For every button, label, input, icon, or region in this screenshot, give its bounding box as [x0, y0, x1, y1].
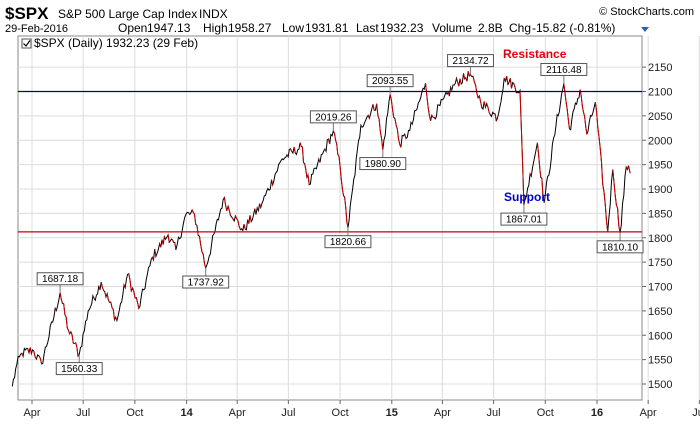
support-label: Support — [504, 190, 550, 204]
y-tick-label: 1650 — [648, 306, 672, 318]
x-tick-label: Jul — [487, 407, 501, 419]
quote-date: 29-Feb-2016 — [5, 23, 68, 35]
legend-label: $SPX (Daily) 1932.23 (29 Feb) — [34, 36, 198, 50]
exchange: INDX — [199, 7, 228, 21]
x-axis: AprJulOct14AprJulOct15AprJulOct16AprJulO… — [23, 400, 700, 419]
volume-label: Volume — [432, 21, 472, 35]
price-annotation: 2116.48 — [540, 62, 588, 84]
price-annotation: 1980.90 — [359, 149, 407, 171]
price-annotation: 1737.92 — [182, 268, 230, 289]
volume-value: 2.8B — [478, 21, 503, 35]
high-label: High — [203, 21, 228, 35]
x-tick-label: Oct — [332, 407, 349, 419]
watermark: © StockCharts.com — [599, 6, 694, 18]
price-annotations: 1687.18 1560.33 1737.92 2019.26 1820.66 1980.… — [36, 54, 644, 376]
high-value: 1958.27 — [228, 21, 272, 35]
x-tick-label: Jul — [692, 407, 700, 419]
x-tick-label: Oct — [537, 407, 554, 419]
y-axis: 1500 1550 1600 1650 1700 1750 1800 1850 1900 1950… — [642, 62, 672, 391]
price-annotation: 1687.18 — [36, 272, 84, 293]
annotation-label: 1810.10 — [602, 242, 639, 253]
dropdown-arrow-icon[interactable] — [641, 27, 649, 32]
support-resistance-lines — [18, 90, 642, 233]
y-tick-label: 1750 — [648, 257, 672, 269]
y-tick-label: 1850 — [648, 208, 672, 220]
x-tick-label: Apr — [229, 407, 246, 419]
plot-area — [17, 35, 643, 401]
chg-value: -15.82 (-0.81%) — [532, 21, 615, 35]
annotation-label: 2019.26 — [315, 112, 352, 123]
symbol: $SPX — [5, 4, 49, 23]
annotation-label: 1980.90 — [365, 159, 402, 170]
x-tick-label: 15 — [386, 407, 398, 419]
price-annotation: 2134.72 — [447, 54, 494, 75]
resistance-label: Resistance — [503, 47, 567, 61]
x-tick-label: Apr — [23, 407, 40, 419]
price-annotation: 2019.26 — [309, 110, 357, 131]
y-tick-label: 1950 — [648, 160, 672, 172]
annotation-label: 1687.18 — [42, 274, 79, 285]
price-annotation: 2093.55 — [366, 74, 414, 95]
annotation-label: 1867.01 — [506, 215, 543, 226]
annotation-label: 2116.48 — [546, 65, 582, 76]
x-tick-label: 14 — [180, 407, 193, 419]
y-tick-label: 2000 — [648, 135, 672, 147]
annotation-label: 1820.66 — [330, 237, 367, 248]
y-tick-label: 1500 — [648, 379, 672, 391]
x-tick-label: Oct — [126, 407, 143, 419]
open-label: Open — [118, 21, 147, 35]
x-tick-label: Jul — [76, 407, 90, 419]
price-annotation: 1820.66 — [324, 227, 372, 249]
price-annotation: 1560.33 — [55, 354, 103, 376]
low-value: 1931.81 — [305, 21, 349, 35]
chg-label: Chg — [509, 21, 531, 35]
y-tick-label: 1900 — [648, 184, 672, 196]
y-tick-label: 1600 — [648, 330, 672, 342]
annotation-label: 1560.33 — [61, 364, 98, 375]
low-label: Low — [282, 21, 304, 35]
y-tick-label: 2100 — [648, 87, 672, 99]
y-tick-label: 2050 — [648, 111, 672, 123]
price-down-segments — [21, 71, 631, 365]
last-value: 1932.23 — [380, 21, 424, 35]
legend-check-icon — [23, 40, 31, 47]
x-tick-label: Apr — [640, 407, 657, 419]
annotation-label: 2093.55 — [372, 76, 409, 87]
price-annotation: 1810.10 — [596, 232, 644, 254]
annotation-label: 1737.92 — [188, 278, 225, 289]
index-name: S&P 500 Large Cap Index — [58, 7, 197, 21]
legend-checkbox-icon[interactable] — [21, 38, 32, 49]
last-label: Last — [356, 21, 379, 35]
x-tick-label: Jul — [281, 407, 295, 419]
price-annotation: 1867.01 — [500, 205, 548, 226]
y-tick-label: 1800 — [648, 233, 672, 245]
annotation-label: 2134.72 — [452, 56, 489, 67]
x-tick-label: 16 — [591, 407, 603, 419]
y-tick-label: 2150 — [648, 62, 672, 74]
price-series — [11, 71, 631, 387]
x-tick-label: Apr — [434, 407, 451, 419]
y-tick-label: 1550 — [648, 355, 672, 367]
open-value: 1947.13 — [147, 21, 191, 35]
y-tick-label: 1700 — [648, 282, 672, 294]
